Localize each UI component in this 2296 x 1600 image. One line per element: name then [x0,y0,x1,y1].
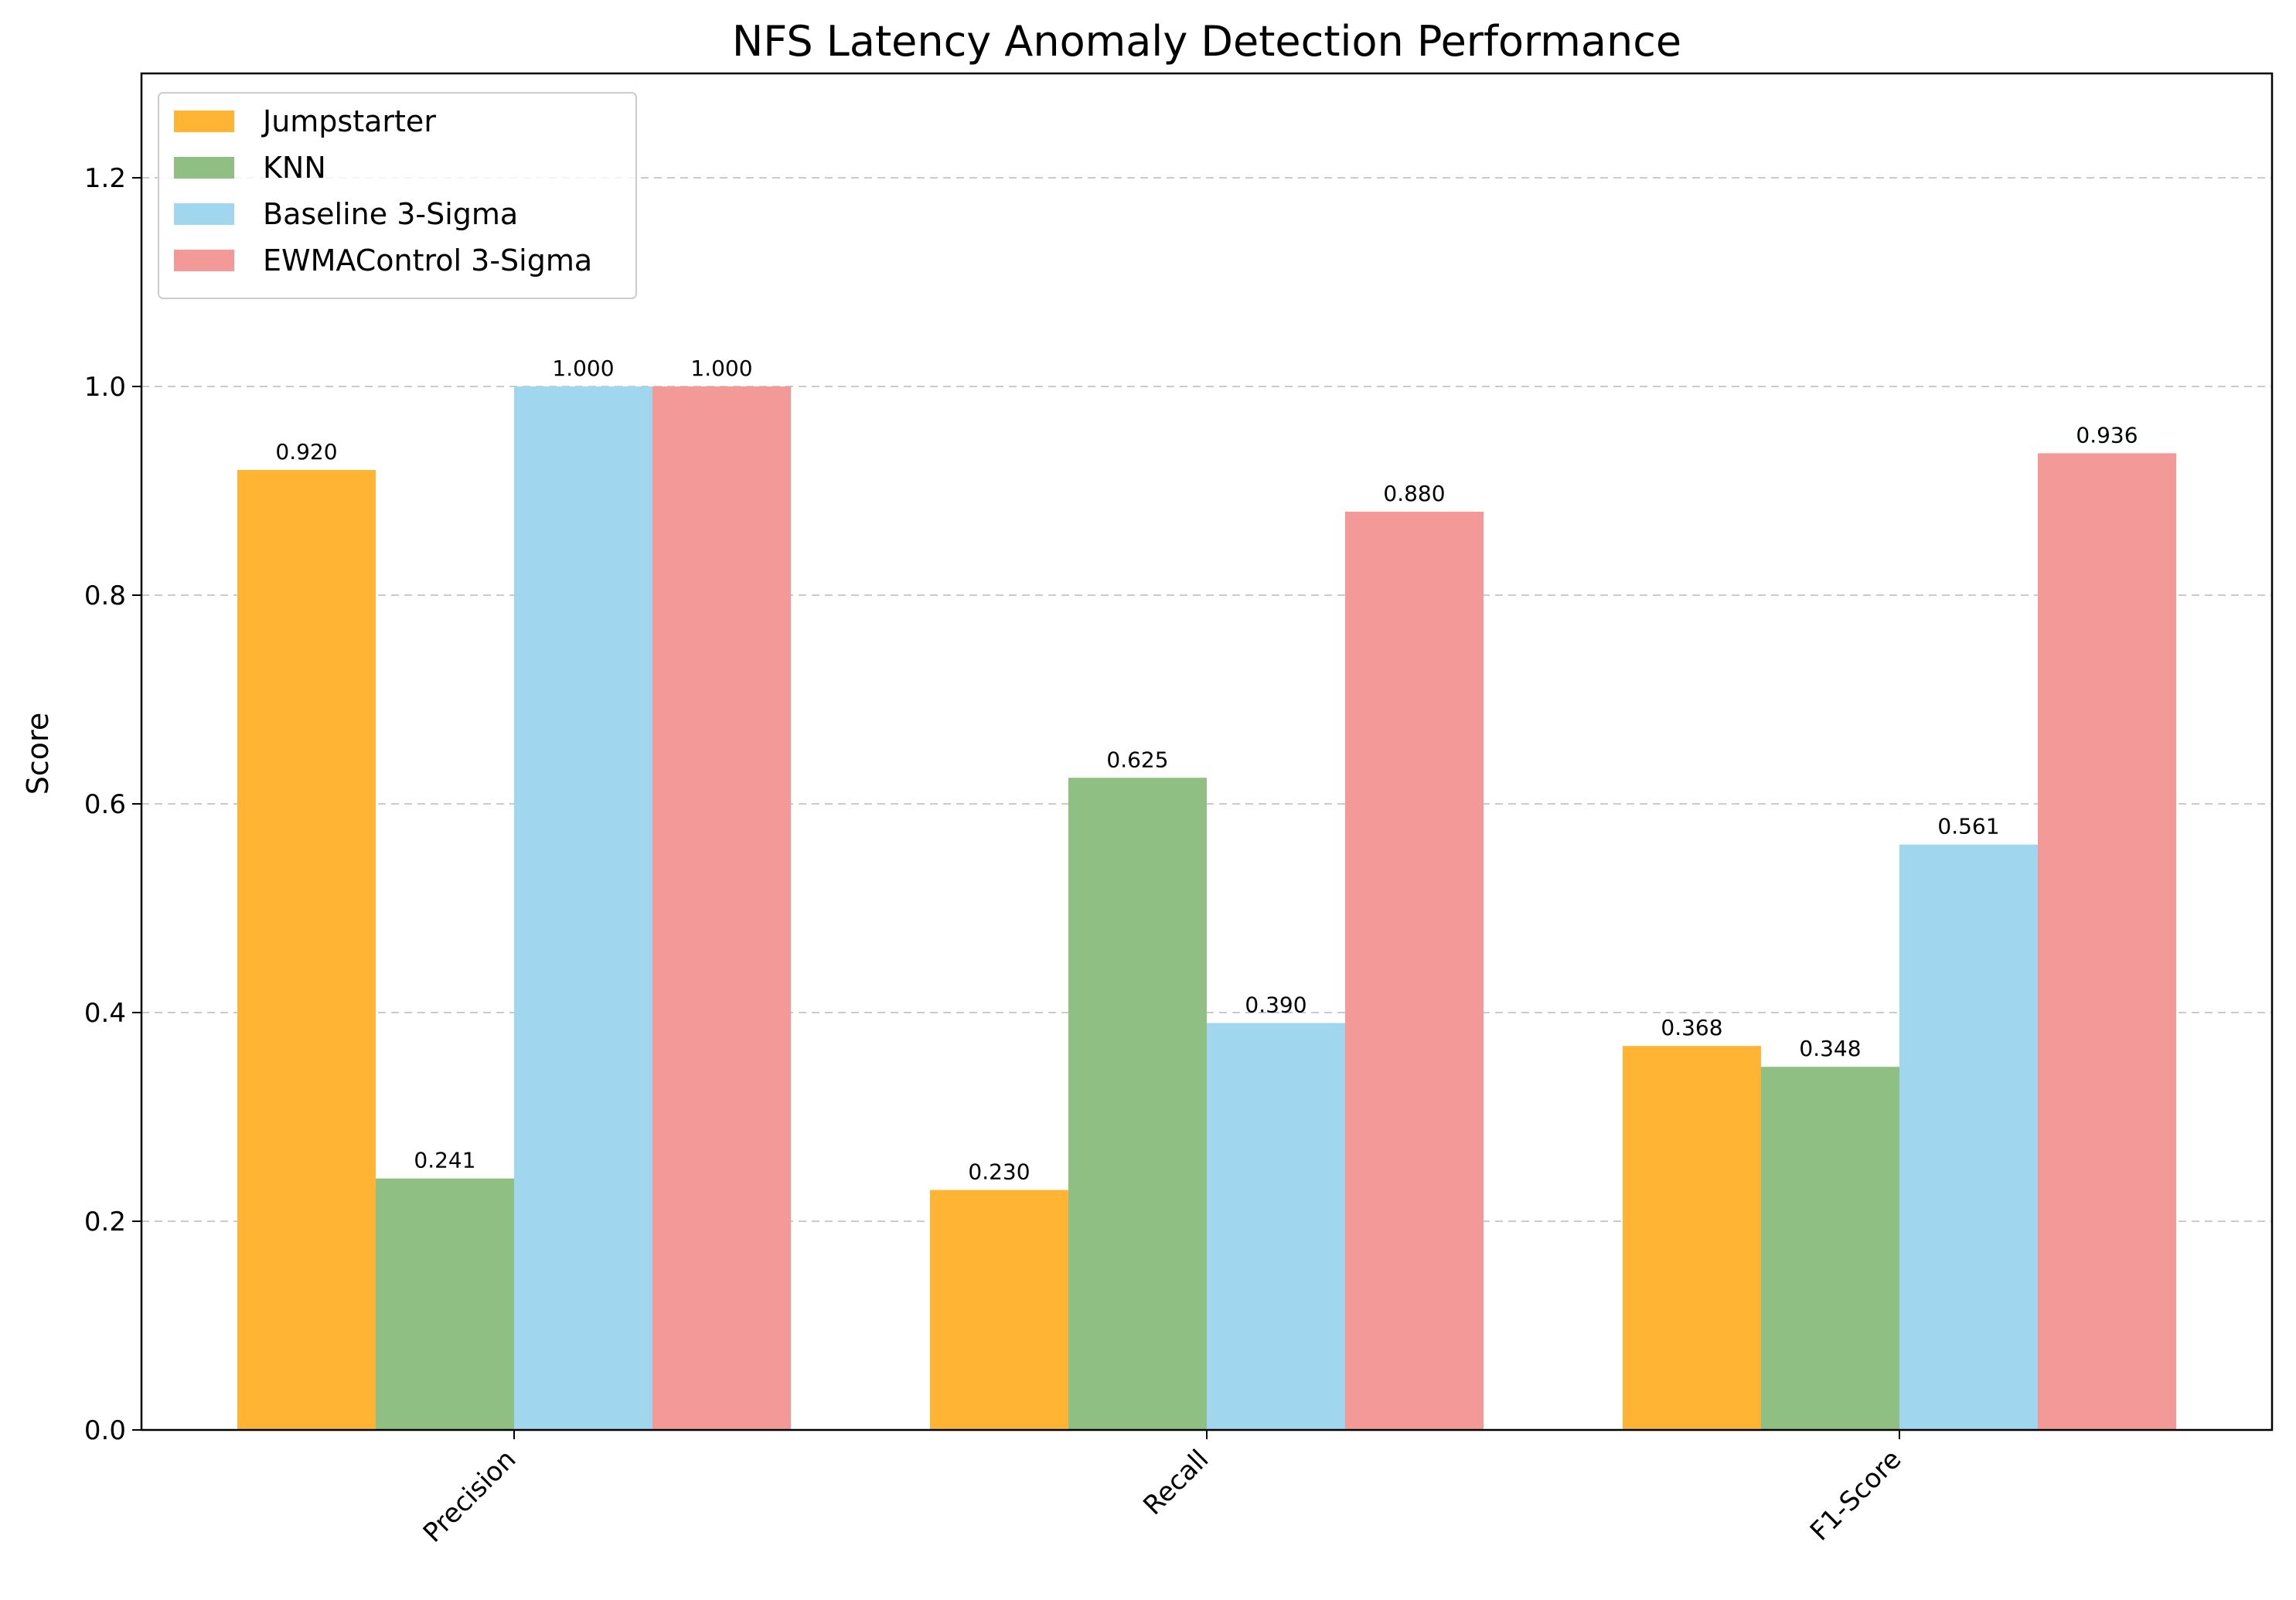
bar-value-label: 0.880 [1383,481,1445,506]
legend: Jumpstarter KNN Baseline 3-Sigma EWMAContro… [158,92,637,299]
bar-ewmacontrol-3-sigma-precision [652,386,791,1430]
legend-box [158,92,637,299]
bar-value-label: 0.368 [1661,1015,1722,1040]
bar-baseline-3-sigma-recall [1207,1023,1345,1430]
y-tick-label: 0.2 [84,1207,126,1237]
y-axis: 0.0 0.2 0.4 0.6 0.8 1.0 1.2 [84,163,141,1446]
bar-value-label: 1.000 [552,356,614,381]
bar-knn-f1-score [1761,1067,1899,1430]
bar-value-label: 0.390 [1245,992,1306,1018]
bar-value-label: 0.230 [968,1159,1030,1185]
legend-swatch [174,111,234,132]
x-axis: Precision Recall F1-Score [417,1430,1907,1549]
y-axis-label: Score [21,713,55,795]
bar-knn-recall [1068,778,1207,1430]
bar-value-label: 0.936 [2076,422,2138,448]
bar-value-label: 0.920 [275,439,337,465]
legend-label: KNN [263,151,326,185]
bar-value-label: 0.561 [1937,814,1999,839]
bar-ewmacontrol-3-sigma-recall [1345,512,1484,1430]
legend-label: Jumpstarter [261,104,436,138]
legend-swatch [174,250,234,271]
legend-label: Baseline 3-Sigma [263,197,518,231]
bar-jumpstarter-f1-score [1623,1046,1761,1430]
bar-baseline-3-sigma-f1-score [1899,844,2038,1430]
bar-value-label: 0.348 [1799,1036,1861,1061]
legend-swatch [174,157,234,179]
y-tick-label: 0.0 [84,1415,126,1446]
bar-jumpstarter-precision [237,470,376,1430]
y-tick-label: 0.6 [84,789,126,820]
bar-jumpstarter-recall [930,1190,1068,1430]
bar-ewmacontrol-3-sigma-f1-score [2038,453,2176,1430]
bar-value-label: 1.000 [690,356,752,381]
x-tick-label: Precision [417,1444,523,1549]
bar-baseline-3-sigma-precision [514,386,652,1430]
bars-layer [237,386,2176,1430]
x-tick-label: Recall [1137,1444,1214,1521]
bar-value-label: 0.625 [1106,747,1168,772]
y-tick-label: 1.2 [84,163,126,194]
y-tick-label: 0.4 [84,998,126,1029]
bar-knn-precision [376,1178,514,1430]
chart-title: NFS Latency Anomaly Detection Performanc… [732,17,1681,66]
bar-value-label: 0.241 [414,1148,475,1173]
legend-swatch [174,203,234,225]
y-tick-label: 1.0 [84,372,126,403]
y-tick-label: 0.8 [84,580,126,611]
x-tick-label: F1-Score [1804,1444,1907,1547]
legend-label: EWMAControl 3-Sigma [263,243,592,277]
bar-labels-layer: 0.920 0.241 1.000 1.000 0.230 0.625 0.390 0.880… [275,356,2138,1185]
